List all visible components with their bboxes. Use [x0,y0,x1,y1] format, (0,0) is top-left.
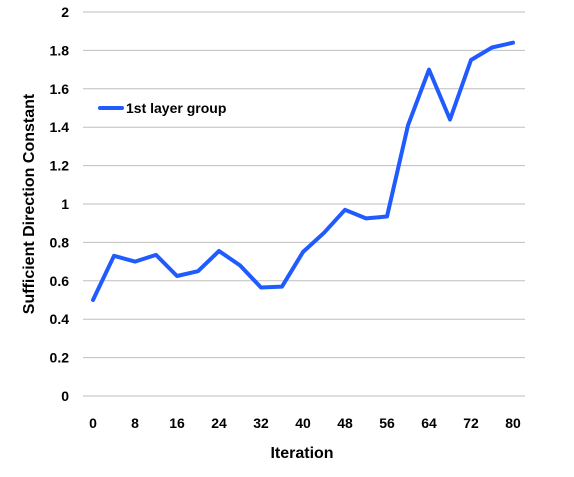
x-tick-label: 8 [131,415,139,431]
grid-lines [83,11,525,397]
y-tick-label: 0 [61,388,69,404]
x-axis-ticks: 0 8 16 24 32 40 48 56 64 72 80 [89,415,521,431]
x-axis-title: Iteration [270,445,333,462]
y-tick-label: 0.8 [50,234,70,250]
x-tick-label: 16 [169,415,185,431]
x-tick-label: 32 [253,415,269,431]
y-tick-label: 0.2 [50,350,70,366]
y-axis-title: Sufficient Direction Constant [21,93,38,314]
y-tick-label: 1.4 [50,119,70,135]
legend: 1st layer group [98,100,226,116]
y-tick-label: 1.6 [50,81,70,97]
y-tick-label: 2 [61,4,69,20]
y-tick-label: 1.2 [50,158,70,174]
x-tick-label: 56 [379,415,395,431]
x-tick-label: 24 [211,415,227,431]
x-tick-label: 80 [505,415,521,431]
series-group [91,40,515,302]
y-axis-ticks: 0 0.2 0.4 0.6 0.8 1 1.2 1.4 1.6 1.8 2 [50,4,70,404]
y-tick-label: 0.6 [50,273,70,289]
x-tick-label: 0 [89,415,97,431]
series-line-0 [91,40,515,302]
x-tick-label: 40 [295,415,311,431]
x-tick-label: 64 [421,415,437,431]
y-tick-label: 1.8 [50,42,70,58]
legend-label: 1st layer group [126,100,226,116]
y-tick-label: 1 [61,196,69,212]
y-tick-label: 0.4 [50,311,70,327]
x-tick-label: 72 [463,415,479,431]
x-tick-label: 48 [337,415,353,431]
